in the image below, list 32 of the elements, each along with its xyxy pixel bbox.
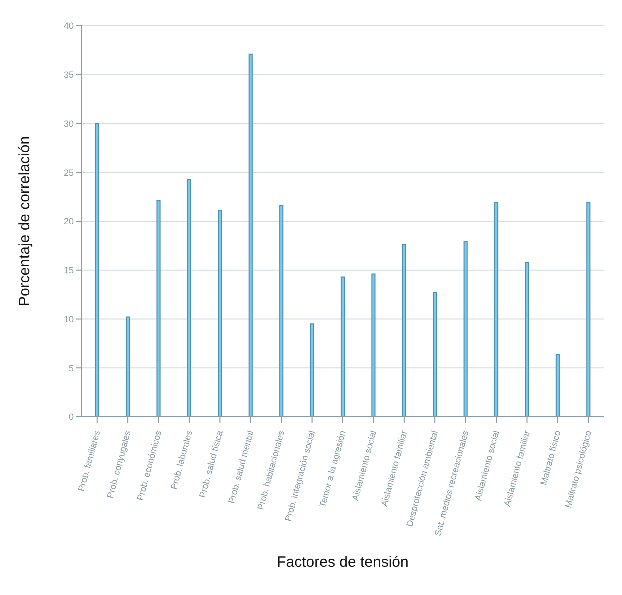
bar [248,54,253,417]
x-axis-title: Factores de tensión [277,554,409,571]
y-tick-label: 30 [64,118,74,129]
y-tick-label: 35 [64,70,74,80]
bar [310,324,314,417]
y-tick-label: 25 [64,168,74,178]
x-tick-label: Prob. salud física [197,430,226,499]
bar [402,244,406,417]
bar [126,316,130,417]
bar [280,205,284,417]
bar [218,210,222,417]
y-tick-label: 10 [64,314,74,324]
bar [433,292,438,417]
bar [525,262,530,417]
bar [556,354,560,417]
y-tick-label: 0 [68,412,74,422]
y-axis-title: Porcentaje de correlación [16,136,34,307]
bar [340,276,346,417]
bar [187,178,192,417]
x-tick-label: Maltrato físico [538,430,563,486]
x-tick-label: Prob. salud mental [226,430,256,505]
x-tick-label: Temor a la agresión [318,430,348,509]
bar [372,274,376,417]
y-tick-label: 40 [64,21,74,32]
bar [95,123,100,417]
y-tick-label: 15 [64,266,74,276]
bar [464,242,468,417]
bar [494,202,499,417]
y-tick-label: 20 [64,216,74,227]
bar [156,200,161,417]
bar [586,202,591,417]
y-tick-label: 5 [68,363,74,374]
